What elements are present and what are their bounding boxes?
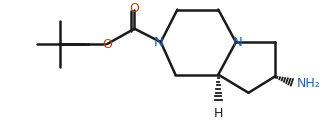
Text: H: H [214,107,223,120]
Text: N: N [154,36,164,49]
Text: O: O [130,2,139,15]
Text: NH₂: NH₂ [296,77,320,90]
Text: N: N [233,36,243,49]
Text: O: O [102,37,112,51]
